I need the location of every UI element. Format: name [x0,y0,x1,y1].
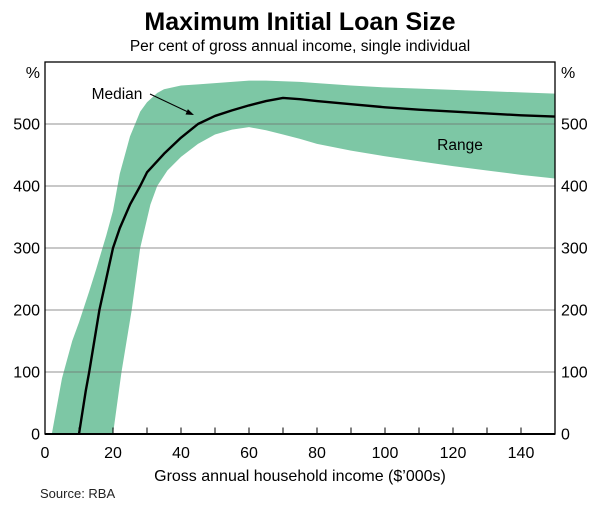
axes-layer [44,61,556,435]
x-tick-label-40: 40 [172,445,190,462]
x-tick-label-0: 0 [41,445,50,462]
y-tick-label-right-0: 0 [561,427,570,444]
median-arrow-line [149,93,189,113]
median-line-layer [77,96,556,435]
x-tick-label-20: 20 [104,445,122,462]
x-tick-label-140: 140 [508,445,535,462]
y-tick-label-right-100: 100 [561,365,588,382]
y-tick-label-left-200: 200 [13,303,40,320]
x-tick-label-60: 60 [240,445,258,462]
range-annotation: Range [437,137,483,154]
median-arrow-head [185,109,194,115]
x-axis-title: Gross annual household income ($’000s) [154,468,446,485]
median-line [77,96,556,435]
x-tick-label-100: 100 [372,445,399,462]
y-tick-label-left-0: 0 [31,427,40,444]
y-tick-label-left-400: 400 [13,179,40,196]
y-tick-label-right-500: 500 [561,117,588,134]
y-tick-label-right-300: 300 [561,241,588,258]
y-tick-label-left-500: 500 [13,117,40,134]
y-tick-label-left-300: 300 [13,241,40,258]
y-unit-right-label: % [561,65,575,82]
range-band [51,80,556,434]
y-tick-label-right-200: 200 [561,303,588,320]
range-band-layer [51,80,556,434]
gridline-layer [45,123,555,373]
chart-subtitle: Per cent of gross annual income, single … [130,38,470,55]
source-note: Source: RBA [40,486,115,501]
x-tick-label-120: 120 [440,445,467,462]
y-tick-label-right-400: 400 [561,179,588,196]
chart-title: Maximum Initial Loan Size [144,8,455,36]
y-unit-left-label: % [26,65,40,82]
x-tick-label-80: 80 [308,445,326,462]
median-annotation: Median [92,86,143,103]
y-tick-label-left-100: 100 [13,365,40,382]
